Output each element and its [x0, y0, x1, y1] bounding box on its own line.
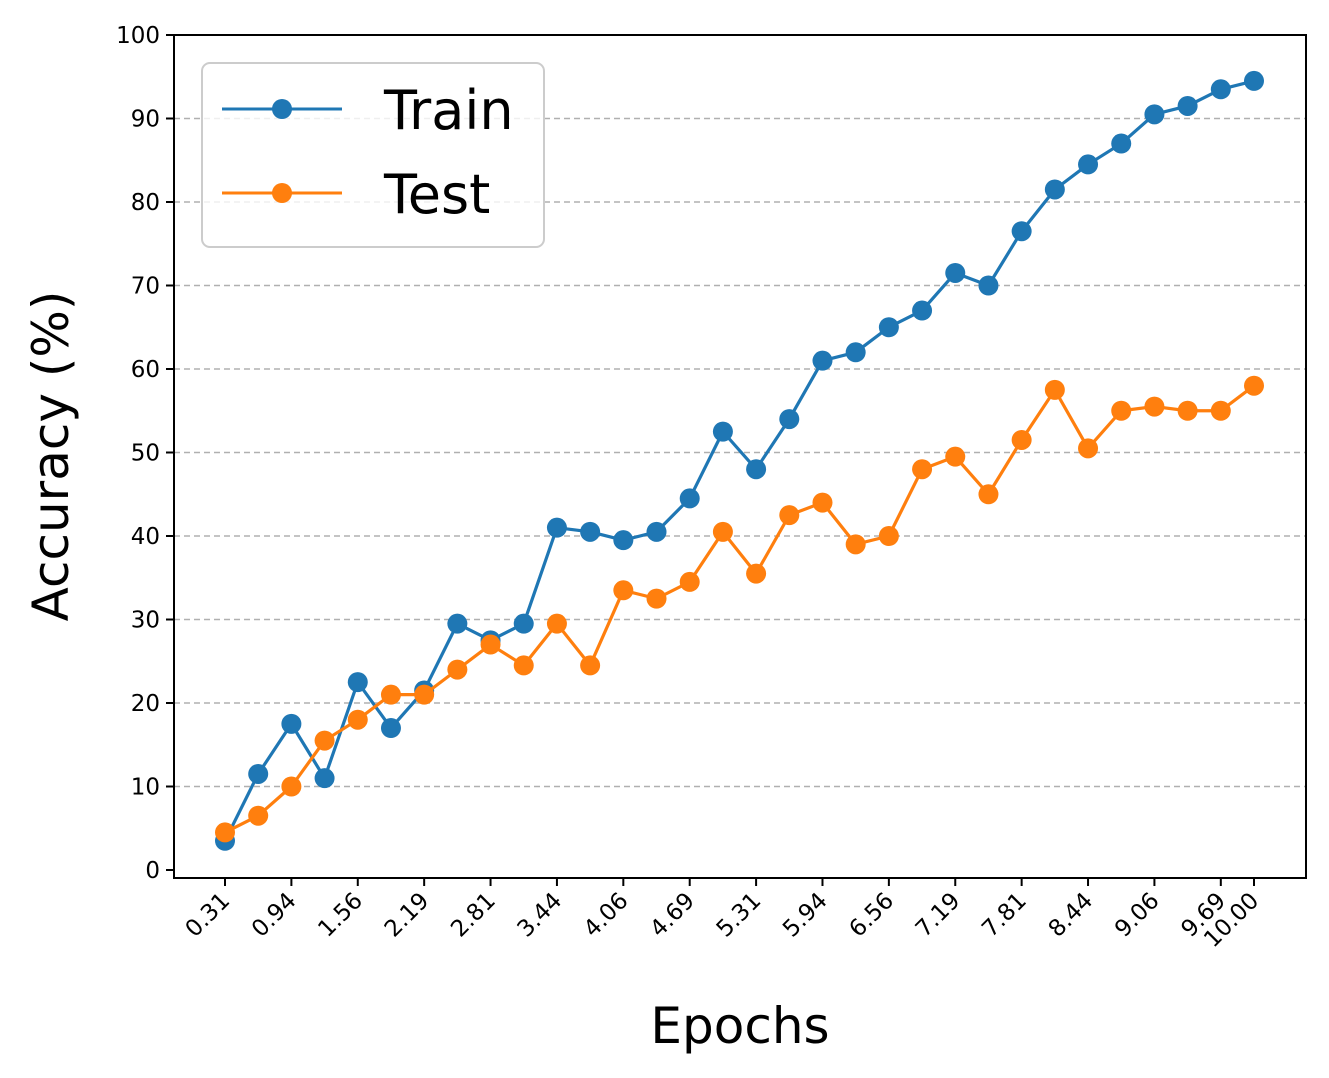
- data-point-test: [613, 580, 634, 601]
- data-point-test: [712, 521, 733, 542]
- data-point-train: [281, 713, 302, 734]
- data-point-train: [812, 350, 833, 371]
- data-point-test: [580, 655, 601, 676]
- y-axis: 0 10 20 30 40 50 60 70 80 90 100: [116, 23, 174, 884]
- data-point-test: [779, 505, 800, 526]
- data-point-test: [1044, 379, 1065, 400]
- data-point-test: [812, 492, 833, 513]
- y-tick-label: 90: [131, 107, 160, 133]
- data-point-train: [314, 768, 335, 789]
- data-point-test: [1144, 396, 1165, 417]
- data-point-train: [1244, 70, 1264, 91]
- data-point-train: [613, 530, 634, 551]
- data-point-test: [1011, 429, 1032, 450]
- data-point-train: [546, 517, 567, 538]
- data-point-train: [646, 521, 667, 542]
- data-point-test: [347, 709, 368, 730]
- y-tick-label: 30: [131, 608, 160, 634]
- data-point-test: [746, 563, 767, 584]
- legend: Train Test: [201, 62, 545, 248]
- data-point-train: [779, 409, 800, 430]
- data-point-train: [845, 342, 866, 363]
- legend-test-label: Test: [383, 163, 490, 226]
- data-point-train: [447, 613, 468, 634]
- y-tick-label: 0: [145, 858, 160, 884]
- y-tick-label: 40: [131, 524, 160, 550]
- data-point-test: [1078, 438, 1099, 459]
- legend-test-marker: [272, 183, 292, 203]
- data-point-test: [281, 776, 302, 797]
- data-point-test: [1210, 400, 1231, 421]
- data-point-train: [945, 262, 966, 283]
- y-tick-label: 20: [131, 691, 160, 717]
- legend-train-marker: [272, 99, 292, 119]
- data-point-train: [580, 521, 601, 542]
- y-tick-label: 60: [131, 357, 160, 383]
- y-tick-label: 100: [116, 23, 160, 49]
- data-point-train: [380, 718, 401, 739]
- data-point-train: [1210, 79, 1231, 100]
- data-point-train: [978, 275, 999, 296]
- data-point-test: [912, 459, 933, 480]
- data-point-test: [945, 446, 966, 467]
- data-point-test: [646, 588, 667, 609]
- data-point-test: [513, 655, 534, 676]
- data-point-test: [215, 822, 235, 843]
- legend-train-label: Train: [383, 79, 514, 142]
- data-point-test: [414, 684, 435, 705]
- data-point-train: [1111, 133, 1132, 154]
- y-axis-title: Accuracy (%): [22, 291, 80, 622]
- data-point-test: [447, 659, 468, 680]
- data-point-test: [978, 484, 999, 505]
- data-point-train: [347, 672, 368, 693]
- data-point-test: [1111, 400, 1132, 421]
- data-point-test: [380, 684, 401, 705]
- data-point-test: [546, 613, 567, 634]
- data-point-train: [513, 613, 534, 634]
- data-point-test: [1177, 400, 1198, 421]
- data-point-train: [1044, 179, 1065, 200]
- data-point-train: [1144, 104, 1165, 125]
- y-tick-label: 10: [131, 775, 160, 801]
- data-point-train: [746, 459, 767, 480]
- data-point-test: [314, 730, 335, 751]
- series-layer: [215, 70, 1264, 851]
- data-point-train: [248, 763, 269, 784]
- data-point-train: [679, 488, 700, 509]
- series-test: [215, 375, 1264, 843]
- data-point-train: [712, 421, 733, 442]
- data-point-test: [679, 571, 700, 592]
- y-tick-label: 80: [131, 190, 160, 216]
- y-tick-label: 70: [131, 274, 160, 300]
- data-point-test: [845, 534, 866, 555]
- data-point-test: [480, 634, 501, 655]
- data-point-test: [248, 805, 269, 826]
- data-point-train: [878, 317, 899, 338]
- y-grid-lines: [174, 117, 1306, 788]
- data-point-train: [912, 300, 933, 321]
- x-axis-title: Epochs: [650, 997, 829, 1055]
- y-tick-label: 50: [131, 441, 160, 467]
- data-point-train: [1078, 154, 1099, 175]
- data-point-test: [878, 526, 899, 546]
- plot-frame: [173, 34, 1307, 879]
- data-point-train: [1177, 95, 1198, 116]
- data-point-test: [1244, 375, 1264, 396]
- data-point-train: [1011, 221, 1032, 242]
- series-train: [215, 70, 1264, 851]
